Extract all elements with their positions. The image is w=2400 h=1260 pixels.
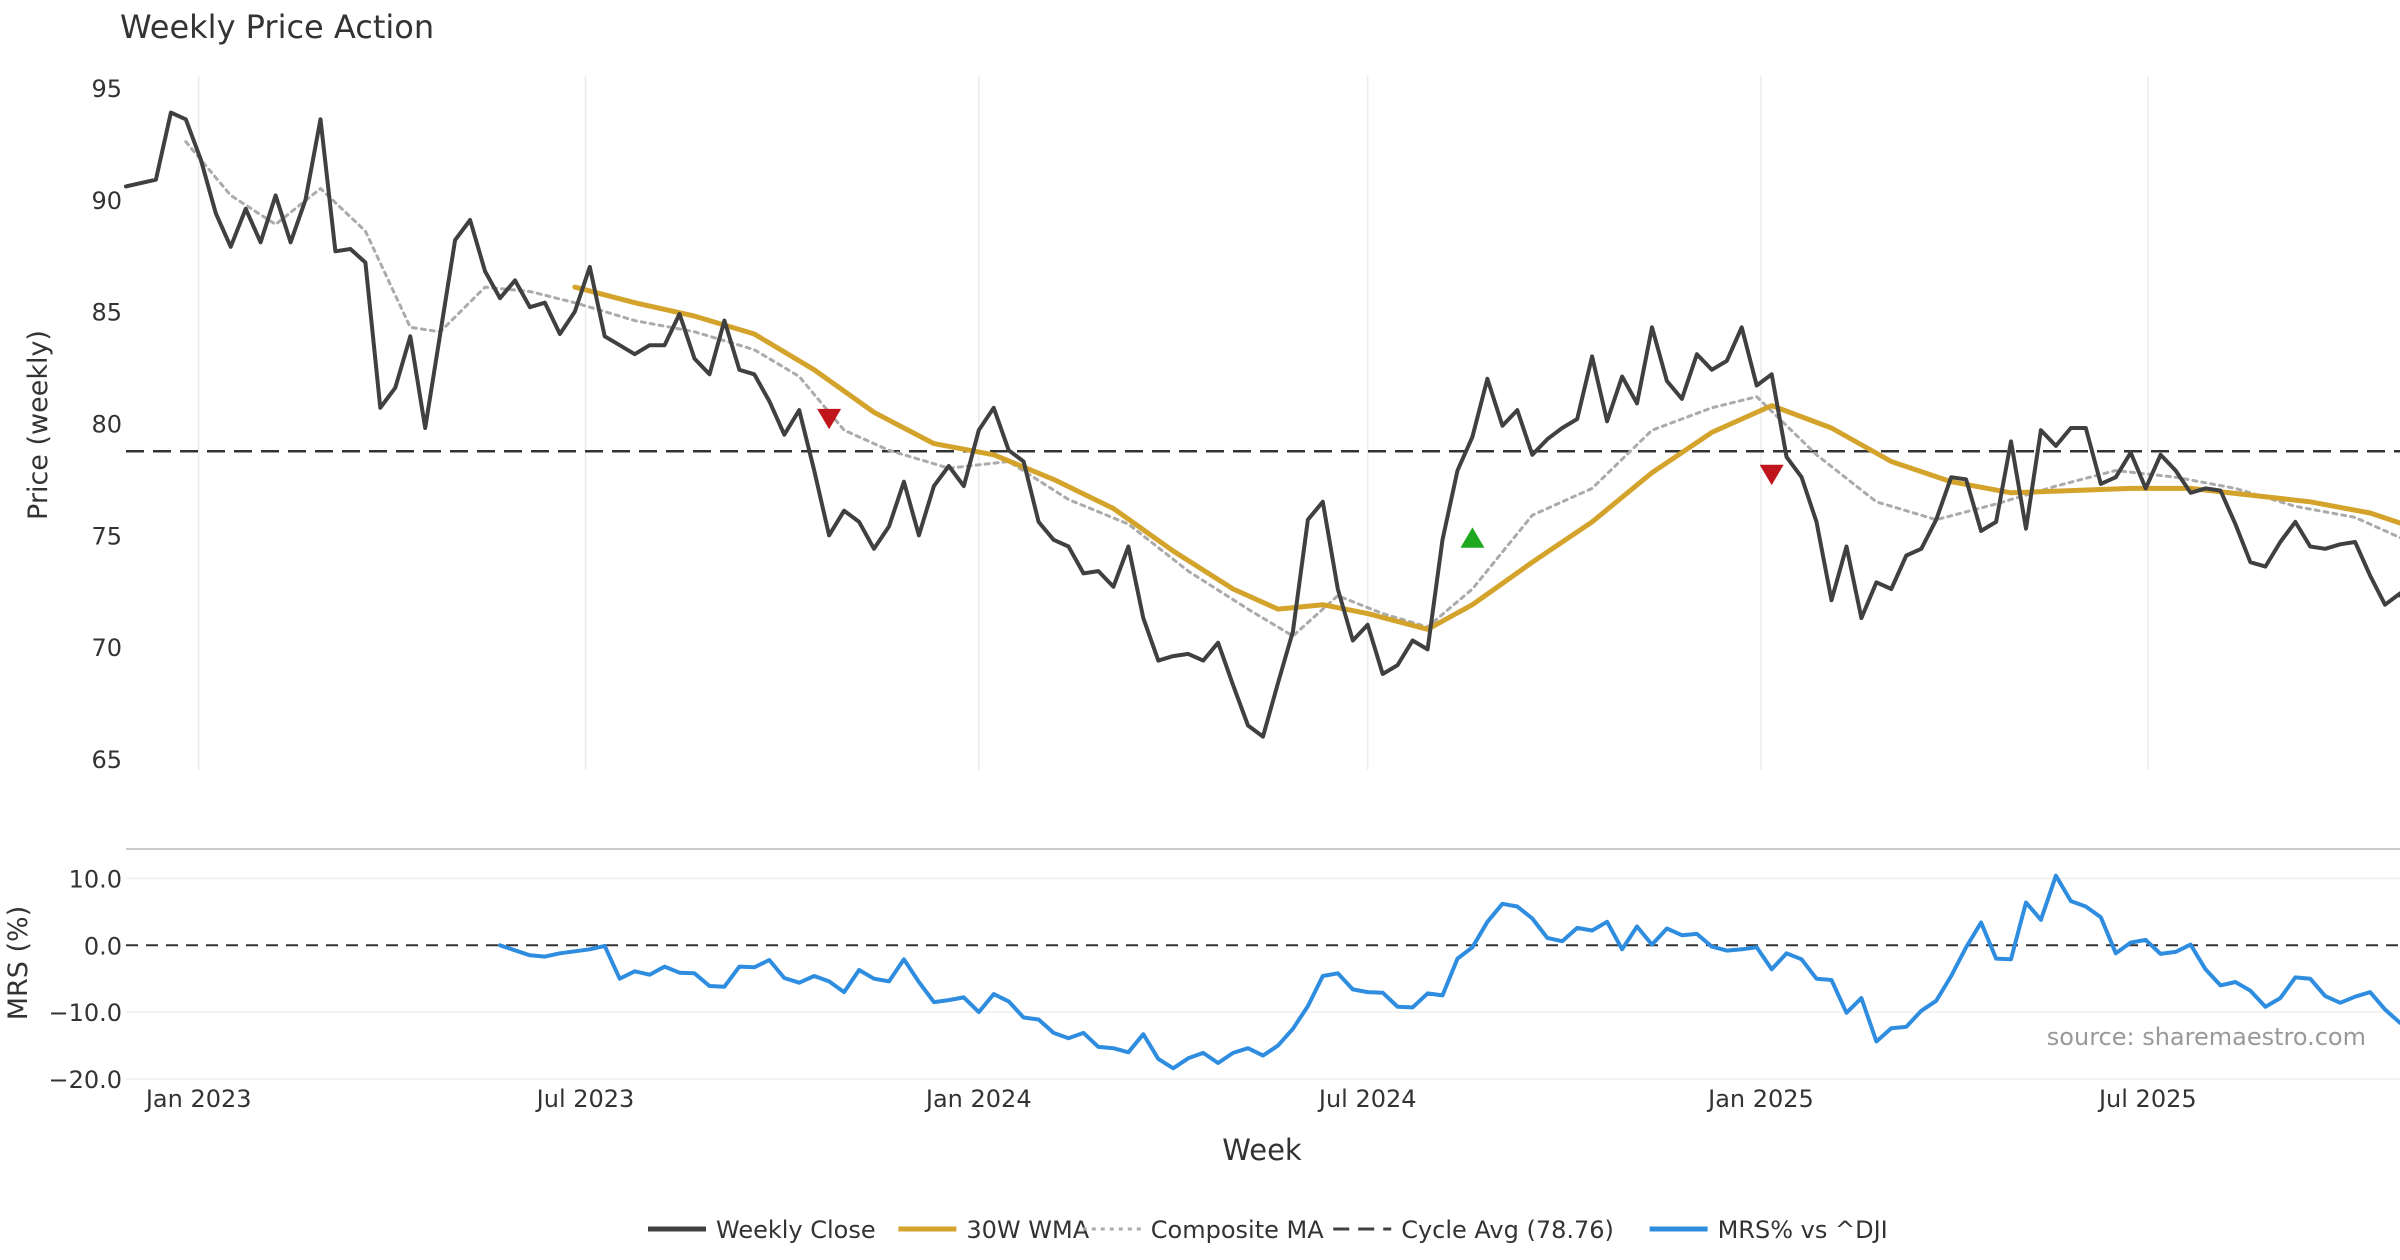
price-series (124, 110, 2400, 739)
legend: Weekly Close 30W WMA Composite MA Cycle Avg… (648, 1216, 1888, 1244)
legend-label: Weekly Close (716, 1216, 876, 1244)
mrs-y-tick-label: 10.0 (69, 865, 122, 893)
price-y-tick-label: 95 (91, 75, 122, 103)
sell-signal-marker (817, 408, 842, 430)
legend-label: MRS% vs ^DJI (1718, 1216, 1888, 1244)
price-y-tick-label: 75 (91, 522, 122, 550)
x-tick-label: Jul 2024 (1317, 1085, 1417, 1113)
mrs-grid (126, 877, 2400, 1080)
price-y-tick-label: 85 (91, 299, 122, 327)
buy-signal-marker (1460, 527, 1485, 548)
mrs-y-tick-label: −10.0 (48, 999, 122, 1027)
legend-label: Composite MA (1151, 1216, 1324, 1244)
mrs-y-tick-labels: 10.0 0.0 −10.0 −20.0 (48, 865, 122, 1094)
chart-title: Weekly Price Action (120, 8, 434, 46)
price-grid (197, 76, 2149, 770)
mrs-y-axis-label: MRS (%) (3, 906, 34, 1021)
price-y-tick-label: 65 (91, 746, 122, 774)
x-tick-label: Jan 2025 (1706, 1085, 1814, 1113)
sell-signal-marker (1759, 464, 1784, 486)
x-tick-label: Jan 2023 (144, 1085, 252, 1113)
x-tick-label: Jul 2025 (2097, 1085, 2197, 1113)
mrs-y-tick-label: −20.0 (48, 1066, 122, 1094)
price-y-tick-label: 70 (91, 634, 122, 662)
mrs-line (498, 873, 2400, 1071)
legend-label: Cycle Avg (78.76) (1401, 1216, 1614, 1244)
x-tick-label: Jan 2024 (924, 1085, 1032, 1113)
source-note: source: sharemaestro.com (2047, 1023, 2366, 1051)
x-tick-label: Jul 2023 (535, 1085, 635, 1113)
x-tick-labels: Jan 2023 Jul 2023 Jan 2024 Jul 2024 Jan 2025… (144, 1085, 2197, 1113)
price-y-tick-label: 90 (91, 187, 122, 215)
x-axis-label: Week (1222, 1133, 1302, 1167)
price-y-tick-labels: 95 90 85 80 75 70 65 (91, 75, 122, 774)
mrs-y-tick-label: 0.0 (84, 932, 122, 960)
signal-markers (817, 408, 1784, 548)
weekly-close-line (124, 110, 2400, 739)
mrs-series (498, 873, 2400, 1071)
wma-30w-line (572, 284, 2400, 632)
price-y-axis-label: Price (weekly) (23, 330, 54, 520)
price-y-tick-label: 80 (91, 411, 122, 439)
legend-label: 30W WMA (966, 1216, 1089, 1244)
